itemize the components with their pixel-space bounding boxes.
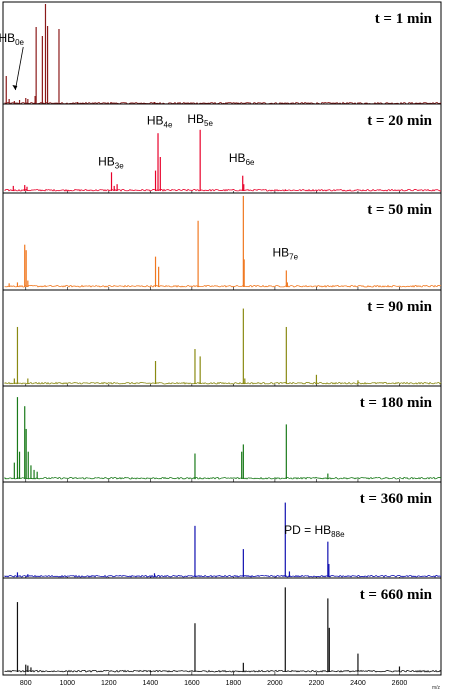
annotation-arrow: [14, 46, 24, 91]
panel-title: t = 1 min: [375, 11, 433, 27]
panel-frame: [2, 103, 442, 195]
panel-title: t = 360 min: [360, 491, 433, 507]
x-axis-unit-label: m/z: [432, 685, 441, 691]
x-tick-label: 2200: [309, 680, 325, 687]
panel-frame: [2, 192, 442, 291]
baseline-trace: [4, 669, 442, 673]
baseline-trace: [4, 381, 442, 385]
panel-frame: [2, 481, 442, 581]
peak-annotation: PD = HB88e: [284, 523, 345, 539]
x-tick-label: 1600: [184, 680, 200, 687]
panel-title: t = 180 min: [360, 395, 433, 411]
panel-title: t = 20 min: [367, 113, 432, 129]
spectrum-panel-6: t = 360 min PD = HB88e: [2, 481, 442, 581]
x-tick-label: 1400: [143, 680, 159, 687]
spectrum-panel-7: t = 660 min: [2, 577, 442, 676]
x-tick-label: 1800: [226, 680, 242, 687]
panel-frame: [2, 577, 442, 676]
panel-title: t = 90 min: [367, 299, 432, 315]
panel-frame: [2, 289, 442, 388]
arrow-head-icon: [12, 85, 18, 90]
x-tick-label: 2400: [350, 680, 366, 687]
x-tick-label: 1200: [101, 680, 117, 687]
panel-title: t = 50 min: [367, 202, 432, 218]
baseline-trace: [4, 284, 442, 288]
x-tick-label: 2600: [392, 680, 408, 687]
baseline-trace: [4, 574, 442, 578]
baseline-trace: [4, 476, 442, 480]
panel-title: t = 660 min: [360, 587, 433, 603]
spectrum-panel-5: t = 180 min: [2, 385, 442, 483]
panel-frame: [2, 1, 442, 108]
x-tick-label: 800: [20, 680, 32, 687]
x-tick-label: 2000: [267, 680, 283, 687]
spectrum-panel-4: t = 90 min: [2, 289, 442, 388]
x-tick-label: 1000: [59, 680, 75, 687]
baseline-trace: [4, 188, 442, 192]
panel-frame: [2, 385, 442, 483]
